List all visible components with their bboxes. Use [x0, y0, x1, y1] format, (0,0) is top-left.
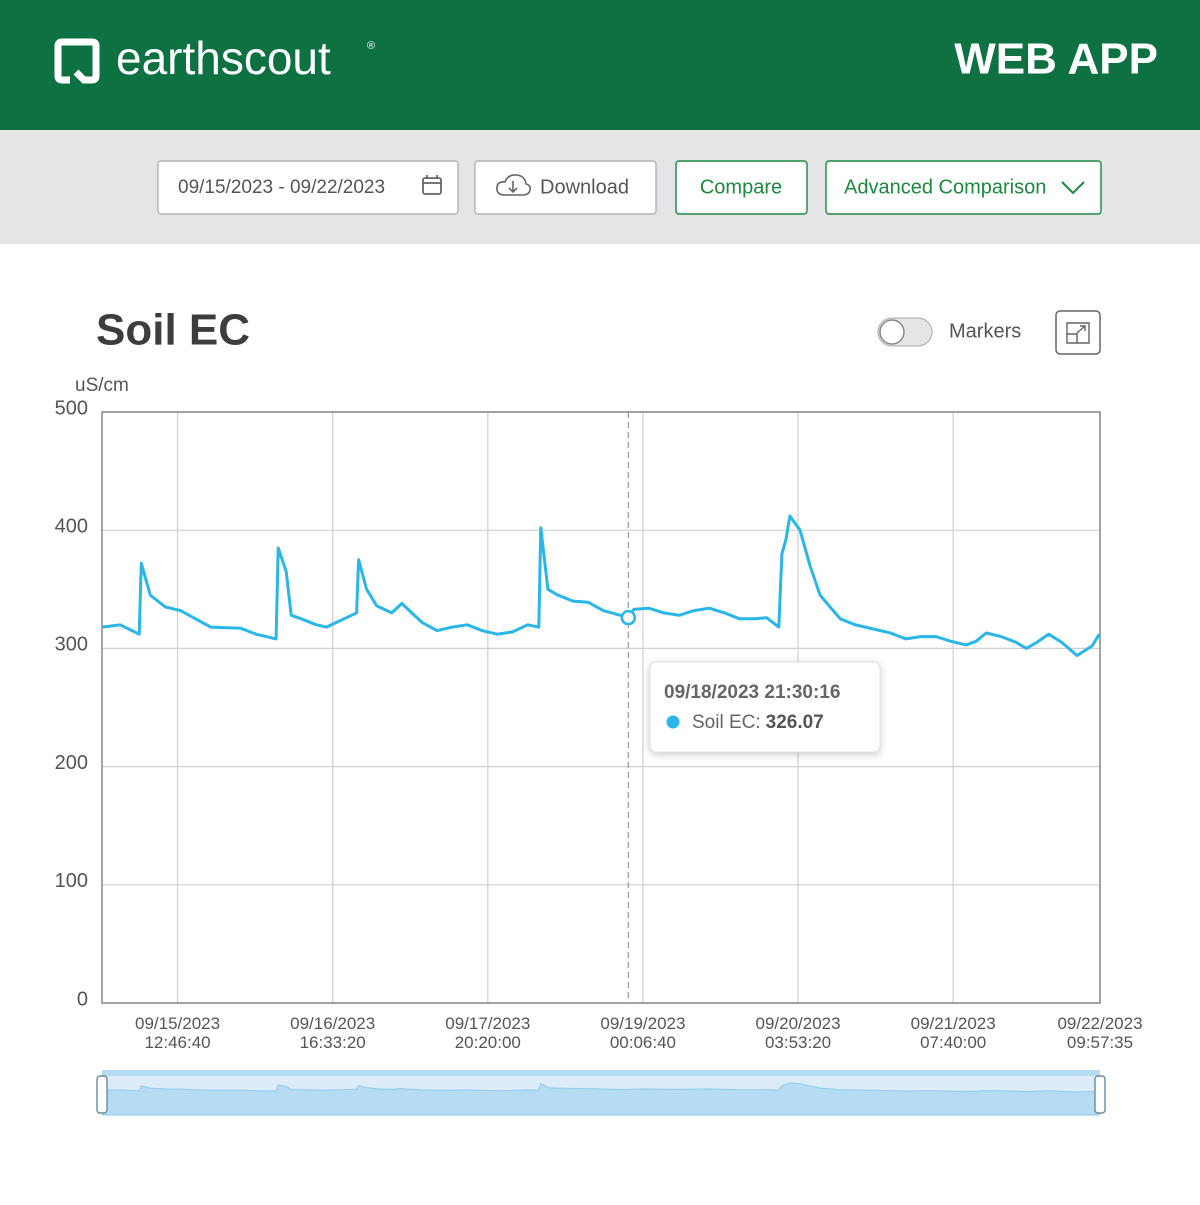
x-tick-label: 09/16/2023 16:33:20: [290, 1014, 375, 1052]
dropdown-chevron: [1061, 181, 1085, 195]
compare-button[interactable]: [675, 160, 808, 215]
tooltip-date: 09/18/2023 21:30:16: [664, 682, 840, 703]
x-tick-label: 09/19/2023 00:06:40: [600, 1014, 685, 1052]
navigator-handle[interactable]: [1094, 1075, 1106, 1114]
tooltip-swatch: [666, 715, 680, 729]
tooltip: 09/18/2023 21:30:16 Soil EC: 326.07: [649, 661, 881, 753]
expand-button[interactable]: [1055, 310, 1101, 355]
logo-icon: [54, 38, 100, 84]
advanced-comparison-button[interactable]: [825, 160, 1102, 215]
markers-toggle[interactable]: [877, 317, 933, 347]
calendar-icon: [422, 175, 442, 195]
x-tick-label: 09/17/2023 20:20:00: [445, 1014, 530, 1052]
expand-icon: [1066, 322, 1090, 344]
download-button[interactable]: [474, 160, 657, 215]
x-tick-label: 09/15/2023 12:46:40: [135, 1014, 220, 1052]
toggle-knob: [879, 319, 905, 345]
x-tick-label: 09/21/2023 07:40:00: [911, 1014, 996, 1052]
advanced-comparison-text: Advanced Comparison: [844, 176, 1046, 198]
hover-point: [620, 609, 637, 626]
tooltip-value: 326.07: [766, 712, 824, 733]
compare-text: Compare: [700, 176, 782, 198]
navigator-top: [102, 1070, 1100, 1076]
x-tick-label: 09/20/2023 03:53:20: [755, 1014, 840, 1052]
date-range-text: 09/15/2023 - 09/22/2023: [178, 177, 385, 198]
data-line: [102, 514, 1101, 657]
y-axis-label: uS/cm: [75, 375, 129, 396]
cloud-icon: [496, 174, 531, 196]
tooltip-box: [649, 661, 881, 753]
chart-title: Soil EC: [96, 306, 250, 355]
y-tick-label: 400: [55, 515, 88, 537]
markers-label: Markers: [949, 320, 1021, 342]
header-bar: [0, 0, 1200, 130]
logo-mark: ®: [367, 40, 375, 52]
y-tick-label: 500: [55, 397, 88, 419]
y-tick-label: 200: [55, 752, 88, 774]
logo-text: earthscout: [116, 32, 331, 84]
y-tick-label: 0: [77, 988, 88, 1010]
app-label: WEB APP: [954, 35, 1158, 84]
tooltip-label: Soil EC:: [692, 712, 761, 733]
navigator-handle[interactable]: [96, 1075, 108, 1114]
date-range-picker[interactable]: [157, 160, 459, 215]
x-tick-label: 09/22/2023 09:57:35: [1057, 1014, 1142, 1052]
navigator-area: [102, 1082, 1100, 1116]
download-text: Download: [540, 176, 629, 198]
plot-frame: [101, 411, 1101, 1004]
y-tick-label: 300: [55, 634, 88, 656]
y-tick-label: 100: [55, 870, 88, 892]
